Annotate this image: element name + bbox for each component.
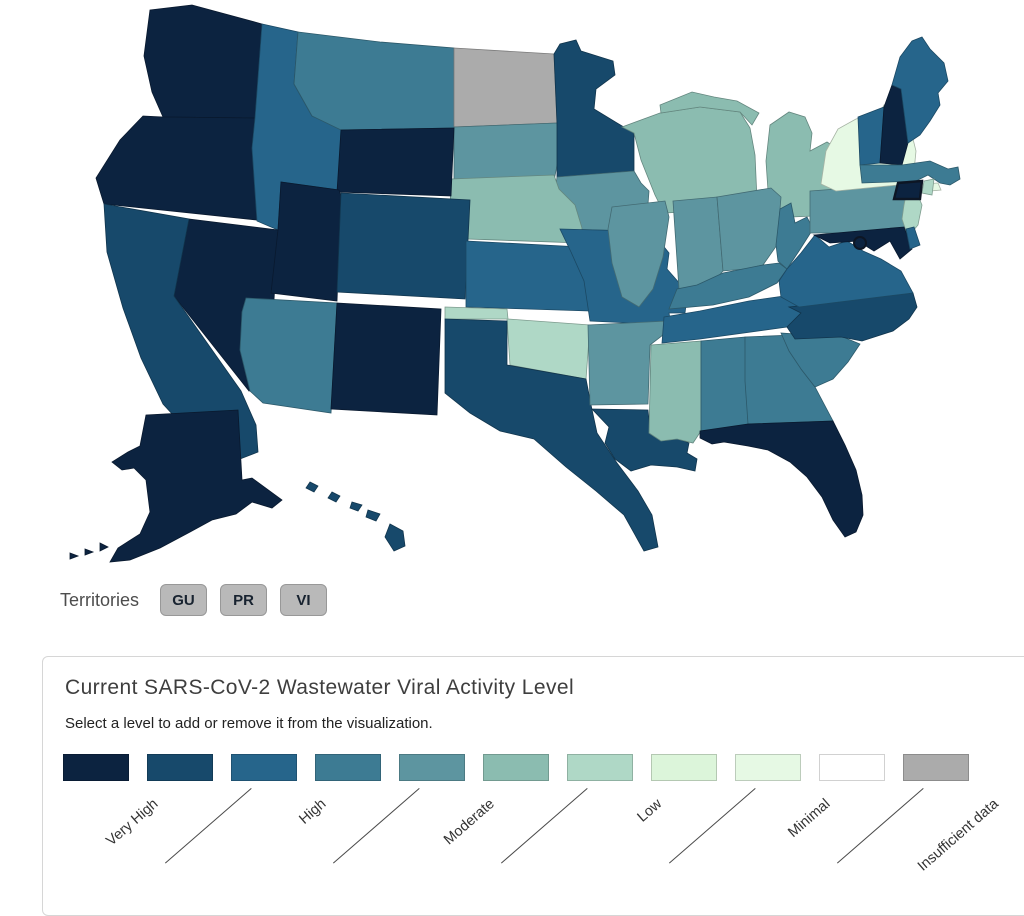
legend-level-high[interactable]: High xyxy=(231,754,329,914)
state-RI[interactable] xyxy=(921,178,935,196)
legend-level-minimal[interactable]: Minimal xyxy=(735,754,833,914)
legend-title: Current SARS-CoV-2 Wastewater Viral Acti… xyxy=(65,676,575,699)
legend-level-step-10[interactable] xyxy=(819,754,924,914)
legend-level-step-8[interactable] xyxy=(651,754,756,914)
legend-subtitle: Select a level to add or remove it from … xyxy=(65,715,433,732)
state-NC[interactable] xyxy=(786,292,918,342)
legend-swatch xyxy=(903,754,969,781)
state-VA[interactable] xyxy=(778,234,914,308)
state-HI[interactable] xyxy=(305,481,406,552)
legend-level-step-6[interactable] xyxy=(483,754,588,914)
legend-swatch xyxy=(399,754,465,781)
territory-buttons: GU PR VI xyxy=(160,584,328,616)
state-IL[interactable] xyxy=(607,200,670,308)
legend-levels: Very High High Moderate Low Minimal Insuffici… xyxy=(43,657,1024,915)
state-UT[interactable] xyxy=(270,181,342,302)
legend-swatch xyxy=(483,754,549,781)
state-KY[interactable] xyxy=(668,262,788,310)
territories-label: Territories xyxy=(60,589,140,610)
state-CO[interactable] xyxy=(336,192,471,300)
state-MI-upper-peninsula[interactable] xyxy=(659,91,760,126)
legend-swatch xyxy=(735,754,801,781)
state-SC[interactable] xyxy=(780,332,861,388)
state-TX[interactable] xyxy=(444,318,659,552)
state-MS[interactable] xyxy=(648,340,702,444)
state-AZ[interactable] xyxy=(239,297,338,414)
territory-button-GU[interactable]: GU xyxy=(160,584,208,616)
legend-level-moderate[interactable]: Moderate xyxy=(399,754,497,914)
territories-row: Territories GU PR VI xyxy=(60,584,328,616)
territory-button-VI[interactable]: VI xyxy=(280,584,328,616)
legend-swatch xyxy=(147,754,213,781)
state-WA[interactable] xyxy=(143,4,263,119)
state-IN[interactable] xyxy=(672,196,724,290)
legend-swatch xyxy=(315,754,381,781)
legend-swatch xyxy=(63,754,129,781)
state-AK-aleutians[interactable] xyxy=(69,542,109,560)
state-WY[interactable] xyxy=(336,127,455,197)
territory-button-PR[interactable]: PR xyxy=(220,584,268,616)
state-AL[interactable] xyxy=(700,336,753,438)
legend-level-very-high[interactable]: Very High xyxy=(63,754,161,914)
state-OR[interactable] xyxy=(95,115,266,221)
legend-level-step-2[interactable] xyxy=(147,754,252,914)
state-FL[interactable] xyxy=(699,420,864,538)
dc-marker[interactable] xyxy=(853,236,867,250)
legend-swatch xyxy=(819,754,885,781)
state-CT[interactable] xyxy=(892,179,924,201)
state-ND[interactable] xyxy=(453,47,558,128)
state-AK[interactable] xyxy=(109,409,283,563)
legend-swatch xyxy=(231,754,297,781)
legend-level-low[interactable]: Low xyxy=(567,754,665,914)
state-MN[interactable] xyxy=(553,39,635,178)
us-choropleth-map xyxy=(69,4,961,563)
legend-level-insufficient-data[interactable]: Insufficient data xyxy=(903,754,1001,914)
state-OH[interactable] xyxy=(716,187,782,272)
us-map-svg xyxy=(69,4,961,563)
state-SD[interactable] xyxy=(453,122,561,182)
legend-swatch xyxy=(567,754,633,781)
state-ME[interactable] xyxy=(891,36,949,144)
state-DE[interactable] xyxy=(905,226,921,250)
legend-swatch xyxy=(651,754,717,781)
state-MT[interactable] xyxy=(293,31,455,131)
legend-level-step-4[interactable] xyxy=(315,754,420,914)
legend-label: Insufficient data xyxy=(914,796,1002,875)
state-NM[interactable] xyxy=(330,302,442,416)
legend-panel: Current SARS-CoV-2 Wastewater Viral Acti… xyxy=(42,656,1024,916)
